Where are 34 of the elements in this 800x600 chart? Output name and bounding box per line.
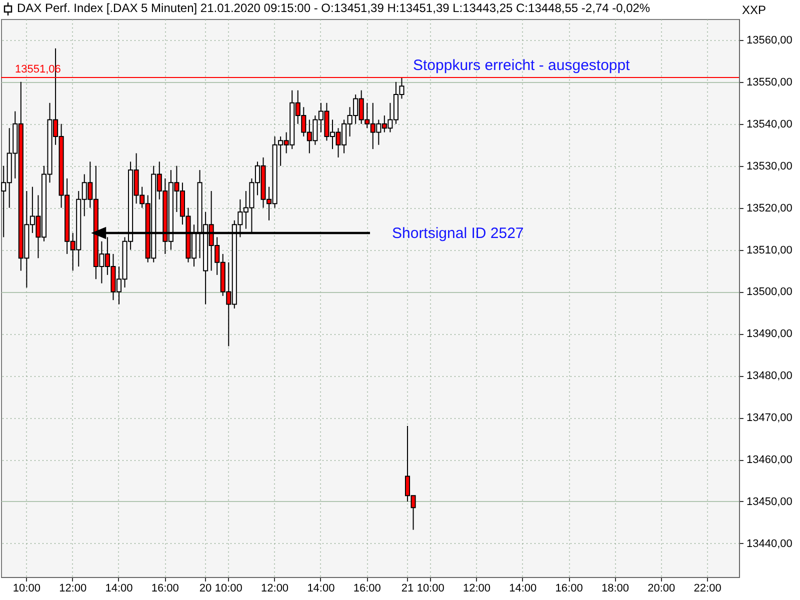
x-tick-label: 14:00 [105,582,133,594]
x-tick-label: 16:00 [151,582,179,594]
x-tick-label: 20:00 [648,582,676,594]
y-tick-label: 13490,00 [746,328,792,340]
x-tick-label: 14:00 [307,582,335,594]
y-tick-label: 13460,00 [746,454,792,466]
x-tick-label: 10:00 [214,582,242,594]
x-tick-label: 12:00 [462,582,491,594]
y-tick-label: 13450,00 [746,496,792,508]
y-tick-label: 13530,00 [746,160,792,172]
x-tick-label: 18:00 [601,582,629,594]
x-tick-label: 22:00 [694,582,722,594]
x-tick-label: 20 [199,582,212,594]
y-tick-label: 13560,00 [746,34,792,46]
y-tick-label: 13520,00 [746,202,792,214]
annotation: Stoppkurs erreicht - ausgestoppt [413,57,631,74]
chart-title: DAX Perf. Index [.DAX 5 Minuten] 21.01.2020 09:15:00 - O:13451,39 H:13451,39 L:13443,25 C:13448,55 -2,74 -0,02% [17,1,650,15]
x-tick-label: 12:00 [261,582,289,594]
x-tick-label: 21 [401,582,414,594]
y-tick-label: 13510,00 [746,244,792,256]
y-tick-label: 13470,00 [746,412,792,424]
x-tick-label: 14:00 [509,582,537,594]
x-tick-label: 10:00 [416,582,444,594]
y-tick-label: 13540,00 [746,118,792,130]
y-tick-label: 13550,00 [746,76,792,88]
x-tick-label: 16:00 [555,582,583,594]
x-tick-label: 12:00 [59,582,87,594]
y-tick-label: 13440,00 [746,538,792,550]
y-tick-label: 13500,00 [746,286,792,298]
text: XXP [742,3,766,17]
annotation: Shortsignal ID 2527 [392,225,524,242]
x-tick-label: 16:00 [353,582,381,594]
y-tick-label: 13480,00 [746,370,792,382]
x-tick-label: 10:00 [12,582,40,594]
